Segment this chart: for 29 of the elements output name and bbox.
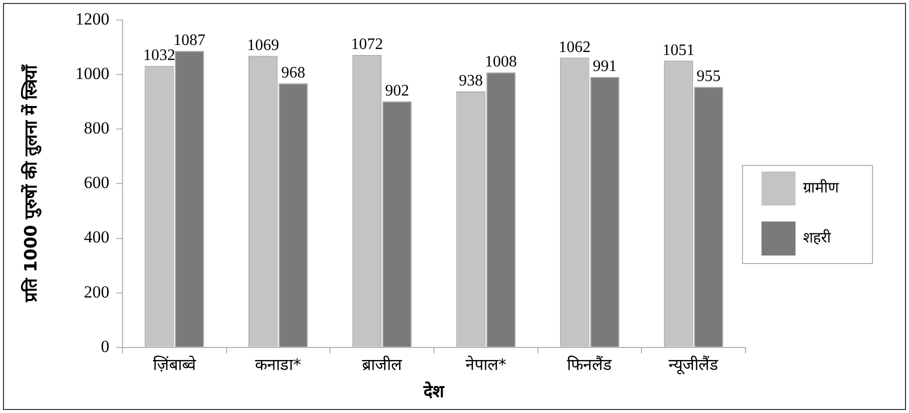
y-tick-label: 200	[84, 282, 110, 302]
y-tick-label: 400	[84, 228, 110, 247]
x-tick-label: न्यूजीलैंड	[668, 355, 719, 376]
data-label: 1051	[662, 42, 695, 59]
data-label: 991	[592, 58, 617, 76]
data-label: 1069	[247, 36, 280, 54]
x-tick-label: कनाडा*	[255, 355, 302, 374]
data-label: 1087	[173, 32, 206, 50]
data-label: 955	[696, 68, 721, 86]
data-label: 938	[458, 72, 483, 90]
data-label: 1008	[484, 54, 517, 71]
x-tick-label: ज़िंबाब्वे	[152, 355, 197, 374]
data-label: 1062	[558, 38, 591, 56]
legend-label: ग्रामीण	[803, 178, 840, 196]
y-tick-label: 600	[84, 173, 110, 192]
data-label: 968	[281, 64, 306, 82]
y-tick-label: 800	[84, 118, 110, 138]
y-tick-label: 1200	[75, 9, 110, 28]
x-tick-label: फिनलैंड	[567, 355, 612, 374]
data-label: 1072	[350, 36, 383, 54]
x-axis-title: देश	[422, 381, 446, 402]
legend-label: शहरी	[803, 228, 832, 246]
y-tick-label: 1000	[75, 64, 110, 84]
x-tick-label: ब्राजील	[362, 355, 404, 374]
x-tick-label: नेपाल*	[465, 355, 506, 374]
y-axis-title: प्रति 1000 पुरुषों की तुलना में स्त्रियाँ	[20, 63, 42, 304]
data-label: 1032	[143, 47, 176, 64]
data-label: 902	[385, 82, 410, 100]
y-tick-label: 0	[100, 336, 110, 356]
